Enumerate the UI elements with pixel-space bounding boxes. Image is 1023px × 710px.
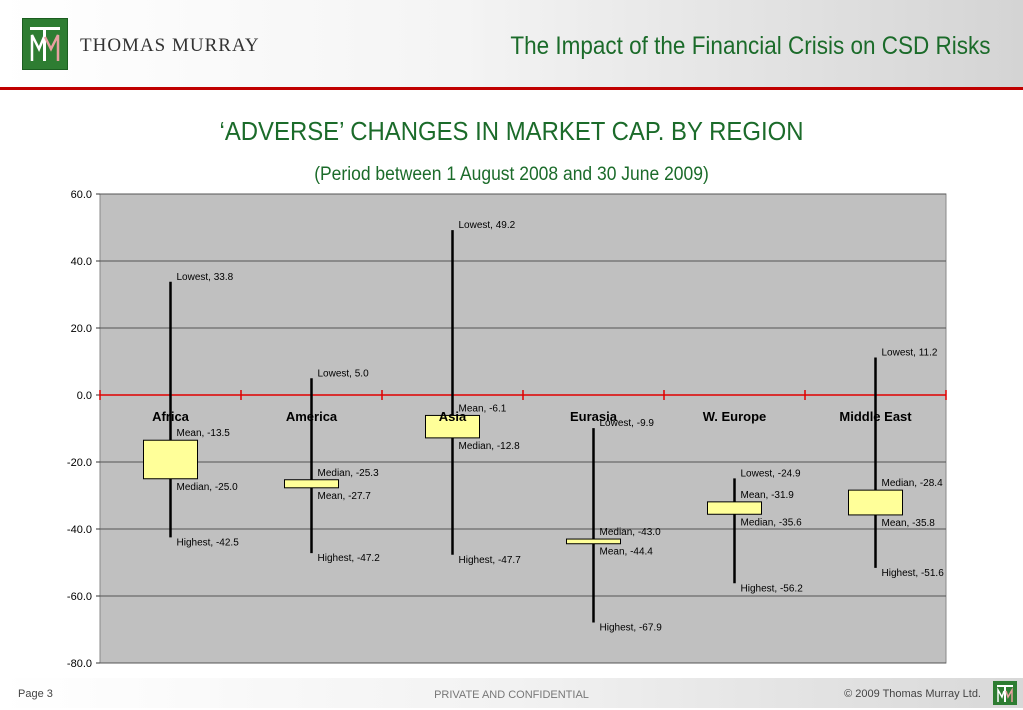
data-label-median: Median, -12.8 xyxy=(459,441,521,452)
data-label-lowest: Lowest, 33.8 xyxy=(177,272,234,283)
data-label-median: Median, -25.3 xyxy=(318,468,380,479)
data-label-lowest: Lowest, -9.9 xyxy=(600,418,655,429)
category-label: Africa xyxy=(152,409,190,424)
y-tick-label: -80.0 xyxy=(67,658,92,670)
y-tick-label: -60.0 xyxy=(67,591,92,603)
chart-title: ‘ADVERSE’ CHANGES IN MARKET CAP. BY REGI… xyxy=(219,116,804,146)
data-label-mean: Mean, -44.4 xyxy=(600,547,654,558)
data-label-mean: Mean, -13.5 xyxy=(177,428,231,439)
y-tick-label: 40.0 xyxy=(71,256,92,268)
thomas-murray-logo xyxy=(22,18,68,70)
data-label-mean: Mean, -27.7 xyxy=(318,491,372,502)
category-label: W. Europe xyxy=(703,409,767,424)
data-label-lowest: Lowest, 49.2 xyxy=(459,220,516,231)
y-tick-label: -40.0 xyxy=(67,524,92,536)
footer-bar: Page 3 PRIVATE AND CONFIDENTIAL © 2009 T… xyxy=(0,678,1023,708)
header-bar xyxy=(0,0,1023,88)
data-label-median: Median, -43.0 xyxy=(600,527,662,538)
page-number: Page 3 xyxy=(18,688,53,700)
data-label-highest: Highest, -67.9 xyxy=(600,622,663,633)
mean-median-box xyxy=(143,439,198,480)
mean-median-box xyxy=(425,414,480,439)
footer-logo xyxy=(993,681,1017,705)
slide-title: The Impact of the Financial Crisis on CS… xyxy=(510,32,991,60)
data-label-highest: Highest, -51.6 xyxy=(882,568,945,579)
data-label-highest: Highest, -47.2 xyxy=(318,553,381,564)
mean-median-box xyxy=(848,489,903,516)
category-label: America xyxy=(286,409,338,424)
y-tick-label: 60.0 xyxy=(71,189,92,201)
mean-median-box xyxy=(707,501,762,515)
data-label-highest: Highest, -56.2 xyxy=(741,583,804,594)
mean-median-box xyxy=(284,479,339,489)
data-label-lowest: Lowest, -24.9 xyxy=(741,468,801,479)
data-label-highest: Highest, -42.5 xyxy=(177,537,240,548)
copyright-notice: © 2009 Thomas Murray Ltd. xyxy=(844,688,981,700)
y-tick-label: 0.0 xyxy=(77,390,92,402)
data-label-mean: Mean, -35.8 xyxy=(882,518,936,529)
data-label-lowest: Lowest, 11.2 xyxy=(882,347,938,358)
data-label-highest: Highest, -47.7 xyxy=(459,555,522,566)
data-label-mean: Mean, -6.1 xyxy=(459,403,507,414)
category-label: Middle East xyxy=(839,409,912,424)
data-label-lowest: Lowest, 5.0 xyxy=(318,368,370,379)
brand-name: THOMAS MURRAY xyxy=(80,35,260,56)
data-label-median: Median, -28.4 xyxy=(882,478,944,489)
data-label-mean: Mean, -31.9 xyxy=(741,490,795,501)
confidentiality-notice: PRIVATE AND CONFIDENTIAL xyxy=(434,689,589,701)
y-tick-label: -20.0 xyxy=(67,457,92,469)
data-label-median: Median, -25.0 xyxy=(177,482,239,493)
chart-subtitle: (Period between 1 August 2008 and 30 Jun… xyxy=(314,164,709,185)
header-divider xyxy=(0,87,1023,90)
category-label: Eurasia xyxy=(570,409,618,424)
y-tick-label: 20.0 xyxy=(71,323,92,335)
data-label-median: Median, -35.6 xyxy=(741,517,803,528)
mean-median-box xyxy=(566,538,621,545)
category-label: Asia xyxy=(439,409,467,424)
plot-area xyxy=(99,193,947,664)
